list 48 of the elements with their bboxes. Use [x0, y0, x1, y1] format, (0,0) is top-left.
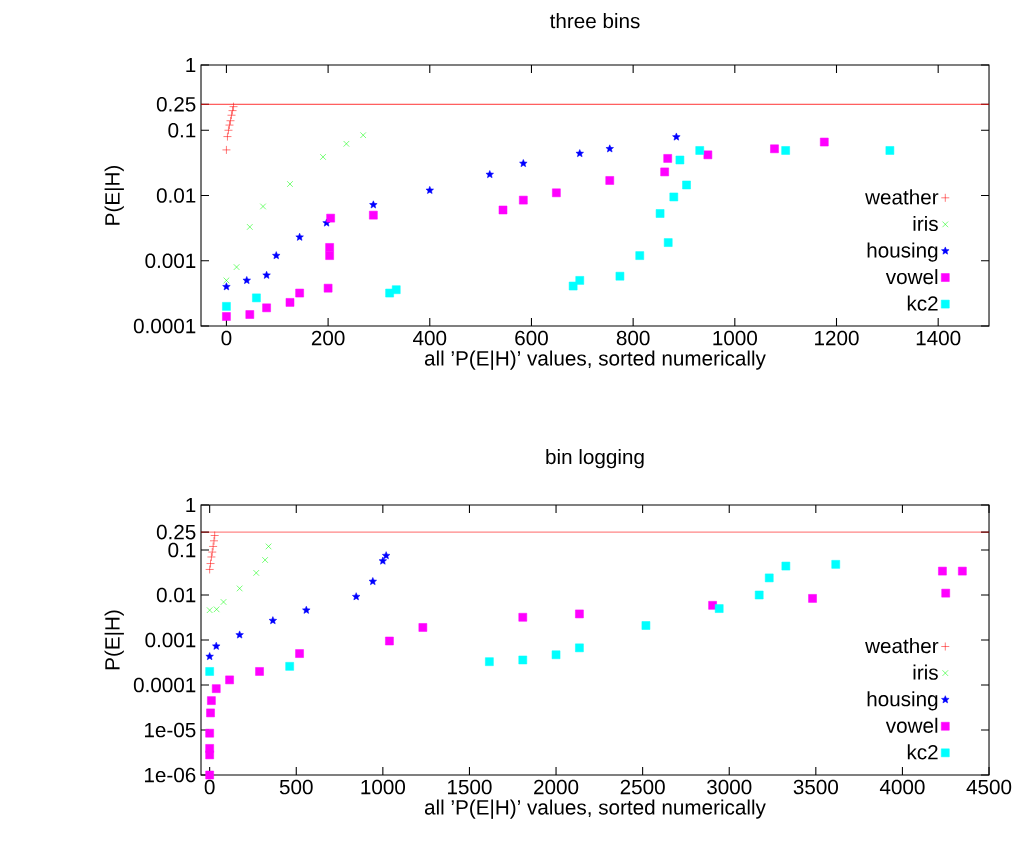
x-tick-label: 3500: [793, 779, 838, 795]
legend-label: housing: [867, 691, 938, 711]
x-tick-label: 2500: [620, 779, 665, 795]
legend-label: housing: [867, 242, 938, 262]
y-tick-label: 0.0001: [133, 318, 196, 334]
x-tick-label: 500: [279, 779, 313, 795]
y-tick-label: 1e-05: [145, 722, 196, 738]
x-tick-label: 3000: [707, 779, 752, 795]
x-tick-label: 1400: [916, 330, 961, 346]
legend-label: weather: [865, 189, 939, 205]
y-tick-label: 0.1: [168, 122, 196, 138]
x-axis-title: all ’P(E|H)’ values, sorted numerically: [424, 350, 766, 370]
y-axis-title: P(E|H): [104, 610, 124, 670]
x-tick-label: 400: [413, 330, 447, 346]
x-tick-label: 1000: [713, 330, 757, 346]
x-tick-label: 1500: [448, 779, 492, 795]
x-tick-label: 2000: [534, 779, 579, 795]
x-tick-label: 1000: [361, 779, 406, 795]
y-tick-label: 0.001: [145, 253, 196, 269]
y-axis-title: P(E|H): [104, 165, 124, 225]
chart-title: three bins: [549, 13, 640, 29]
legend-label: kc2: [907, 744, 938, 760]
y-tick-label: 0.25: [156, 524, 196, 540]
y-tick-label: 0.001: [145, 632, 196, 648]
y-tick-label: 0.25: [156, 96, 196, 112]
legend-label: iris: [913, 664, 938, 680]
x-tick-label: 600: [515, 330, 548, 346]
legend-label: vowel: [885, 269, 938, 285]
x-axis-title: all ’P(E|H)’ values, sorted numerically: [424, 799, 766, 819]
y-tick-label: 1e-06: [145, 767, 196, 783]
chart-title: bin logging: [546, 449, 644, 469]
y-tick-label: 0.0001: [133, 677, 196, 693]
y-tick-label: 0.01: [156, 587, 196, 603]
x-tick-label: 1200: [815, 330, 859, 346]
legend-label: vowel: [885, 717, 938, 733]
legend-label: weather: [865, 638, 939, 654]
y-tick-label: 1: [186, 497, 196, 513]
y-tick-label: 0.01: [156, 188, 196, 203]
x-tick-label: 0: [204, 779, 215, 795]
x-tick-label: 4000: [879, 779, 925, 795]
x-tick-label: 4500: [966, 779, 1012, 795]
y-tick-label: 0.1: [168, 542, 196, 558]
legend-label: kc2: [907, 295, 938, 311]
x-tick-label: 0: [221, 330, 232, 346]
x-tick-label: 800: [616, 330, 650, 346]
y-tick-label: 1: [186, 57, 196, 73]
x-tick-label: 200: [311, 330, 345, 346]
legend-label: iris: [913, 215, 938, 232]
